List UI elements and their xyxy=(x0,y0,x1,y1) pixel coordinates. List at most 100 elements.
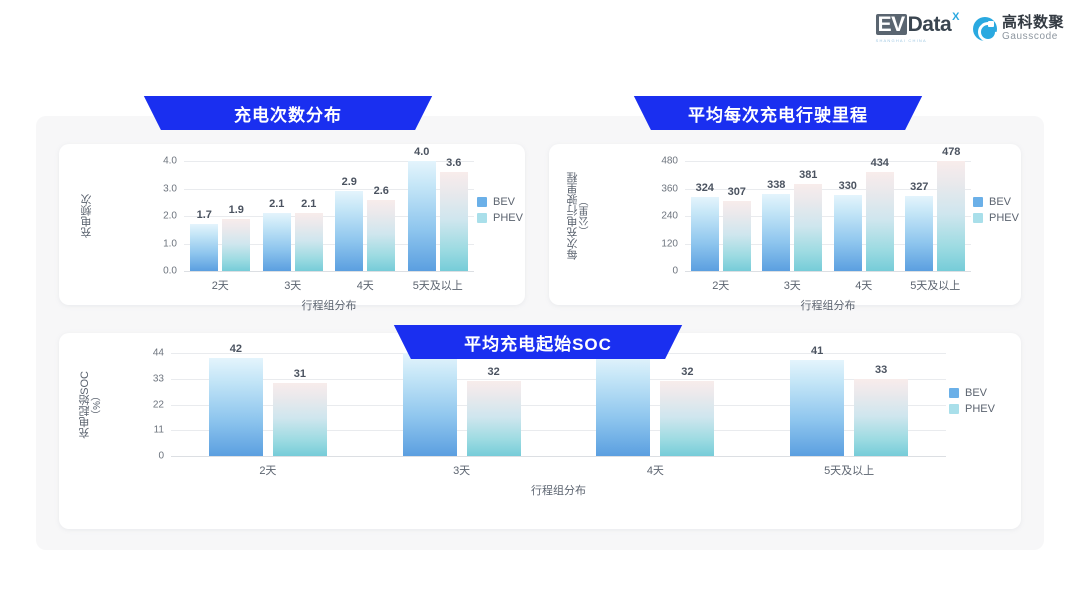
chart-title-banner-avg-start-soc: 平均充电起始SOC xyxy=(393,325,683,359)
legend-swatch-icon xyxy=(973,197,983,207)
legend-label: PHEV xyxy=(493,212,523,224)
legend-item-phev[interactable]: PHEV xyxy=(477,212,523,224)
plot-area xyxy=(184,161,474,272)
bar-value-label: 327 xyxy=(910,181,929,194)
bar-bev xyxy=(335,191,364,271)
y-axis-label: 每次充电行驶里程 （公里） xyxy=(567,157,591,275)
bar-bev xyxy=(762,193,791,271)
bar-bev xyxy=(596,355,651,456)
legend-item-bev[interactable]: BEV xyxy=(973,196,1019,208)
gridline xyxy=(184,243,474,245)
x-axis-line xyxy=(184,271,474,272)
bar-value-label: 307 xyxy=(727,185,746,198)
y-axis-label-line: 充电频次 xyxy=(81,194,93,238)
gridline xyxy=(171,378,946,380)
x-axis-tick: 4天 xyxy=(855,280,873,292)
x-axis-tick: 2天 xyxy=(712,280,730,292)
legend-item-phev[interactable]: PHEV xyxy=(973,212,1019,224)
bar-value-label: 42 xyxy=(229,342,242,355)
bar-value-label: 434 xyxy=(870,156,889,169)
x-axis-tick: 5天及以上 xyxy=(412,280,463,292)
legend-label: BEV xyxy=(493,196,516,208)
bar-bev xyxy=(208,357,263,456)
y-axis-tick: 2.0 xyxy=(163,210,177,222)
bar-value-label: 33 xyxy=(875,363,888,376)
evdata-ev-text: EV xyxy=(875,13,907,36)
evdata-logo-icon: EV Data X SHANGHAI CHINA xyxy=(875,12,959,43)
bar-phev xyxy=(854,378,909,456)
y-axis-label-line: （%） xyxy=(91,390,103,420)
x-axis-tick: 3天 xyxy=(284,280,302,292)
gridline xyxy=(184,216,474,217)
bar-value-label: 324 xyxy=(695,181,714,194)
x-axis-tick: 2天 xyxy=(211,280,229,292)
gridline xyxy=(685,243,971,245)
gausscode-logo-icon: 高科数聚 Gausscode xyxy=(972,14,1064,42)
chart-card-charging-frequency: 充电频次 0.0 1.0 2.0 3.0 4.0 1.7 1.9 2天 2.1 2.1 3天 2.9 2.… xyxy=(59,144,525,312)
x-axis-tick: 4天 xyxy=(356,280,374,292)
bar-value-label: 32 xyxy=(487,366,500,379)
y-axis-label: 充电频次 xyxy=(81,161,94,271)
bar-bev xyxy=(833,195,862,271)
y-axis-label-line: （公里） xyxy=(579,196,591,236)
y-axis-tick: 44 xyxy=(152,347,164,359)
bar-value-label: 338 xyxy=(767,178,786,191)
chart-legend: BEV PHEV xyxy=(477,196,523,228)
bar-phev xyxy=(660,381,715,456)
x-axis-label: 行程组分布 xyxy=(800,300,856,312)
legend-swatch-icon xyxy=(477,197,487,207)
evdata-data-text: Data xyxy=(907,13,952,36)
x-axis-line xyxy=(685,271,971,272)
legend-label: BEV xyxy=(989,196,1012,208)
bar-value-label: 1.7 xyxy=(196,209,212,222)
bar-bev xyxy=(905,196,934,271)
y-axis-tick: 22 xyxy=(152,399,164,410)
bar-value-label: 32 xyxy=(681,366,694,379)
chart-legend: BEV PHEV xyxy=(973,196,1019,228)
bar-phev xyxy=(294,213,323,271)
y-axis-tick: 0 xyxy=(158,450,164,462)
bar-value-label: 1.9 xyxy=(228,203,244,216)
bar-value-label: 2.9 xyxy=(341,176,357,189)
bar-value-label: 381 xyxy=(799,168,818,181)
x-axis-tick: 5天及以上 xyxy=(824,465,875,477)
chart-title-banner-avg-range-per-charge: 平均每次充电行驶里程 xyxy=(633,96,923,130)
y-axis-tick: 11 xyxy=(153,424,164,436)
x-axis-tick: 4天 xyxy=(646,465,664,477)
gridline xyxy=(184,188,474,190)
bar-value-label: 330 xyxy=(838,180,857,193)
y-axis-tick: 0 xyxy=(672,265,678,277)
gridline xyxy=(171,404,946,406)
chart-title-banner-charging-frequency: 充电次数分布 xyxy=(143,96,433,130)
chart-card-avg-start-soc: 充电起始SOC（%）01122334442312天44323天43324天413… xyxy=(59,333,1021,529)
x-axis-tick: 3天 xyxy=(453,465,471,477)
gridline xyxy=(184,161,474,162)
bar-phev xyxy=(272,383,327,456)
bar-phev xyxy=(722,200,751,271)
gridline xyxy=(685,216,971,217)
y-axis-tick: 120 xyxy=(661,238,678,249)
bar-value-label: 31 xyxy=(293,368,306,381)
bar-phev xyxy=(937,161,966,271)
y-axis-tick: 360 xyxy=(661,183,678,194)
legend-item-bev[interactable]: BEV xyxy=(949,387,995,399)
y-axis-tick: 4.0 xyxy=(163,155,177,167)
legend-item-bev[interactable]: BEV xyxy=(477,196,523,208)
bar-phev xyxy=(439,172,468,271)
gridline xyxy=(685,161,971,162)
bar-value-label: 4.0 xyxy=(414,146,430,158)
bar-value-label: 2.6 xyxy=(373,184,389,197)
logo-bar: EV Data X SHANGHAI CHINA 高科数聚 Gausscode xyxy=(875,12,1064,43)
legend-item-phev[interactable]: PHEV xyxy=(949,403,995,415)
gausscode-name-cn: 高科数聚 xyxy=(1001,14,1064,31)
evdata-wordmark: EV Data X xyxy=(875,12,959,36)
bar-bev xyxy=(190,224,219,271)
bar-value-label: 2.1 xyxy=(269,198,285,211)
bar-value-label: 2.1 xyxy=(301,198,317,211)
legend-swatch-icon xyxy=(949,388,959,398)
x-axis-tick: 3天 xyxy=(783,280,801,292)
bar-value-label: 3.6 xyxy=(446,157,462,169)
chart-legend: BEV PHEV xyxy=(949,387,995,419)
chart-card-avg-range-per-charge: 每次充电行驶里程 （公里） 0 120 240 360 480 324 307 2天 338 381 3… xyxy=(549,144,1021,312)
